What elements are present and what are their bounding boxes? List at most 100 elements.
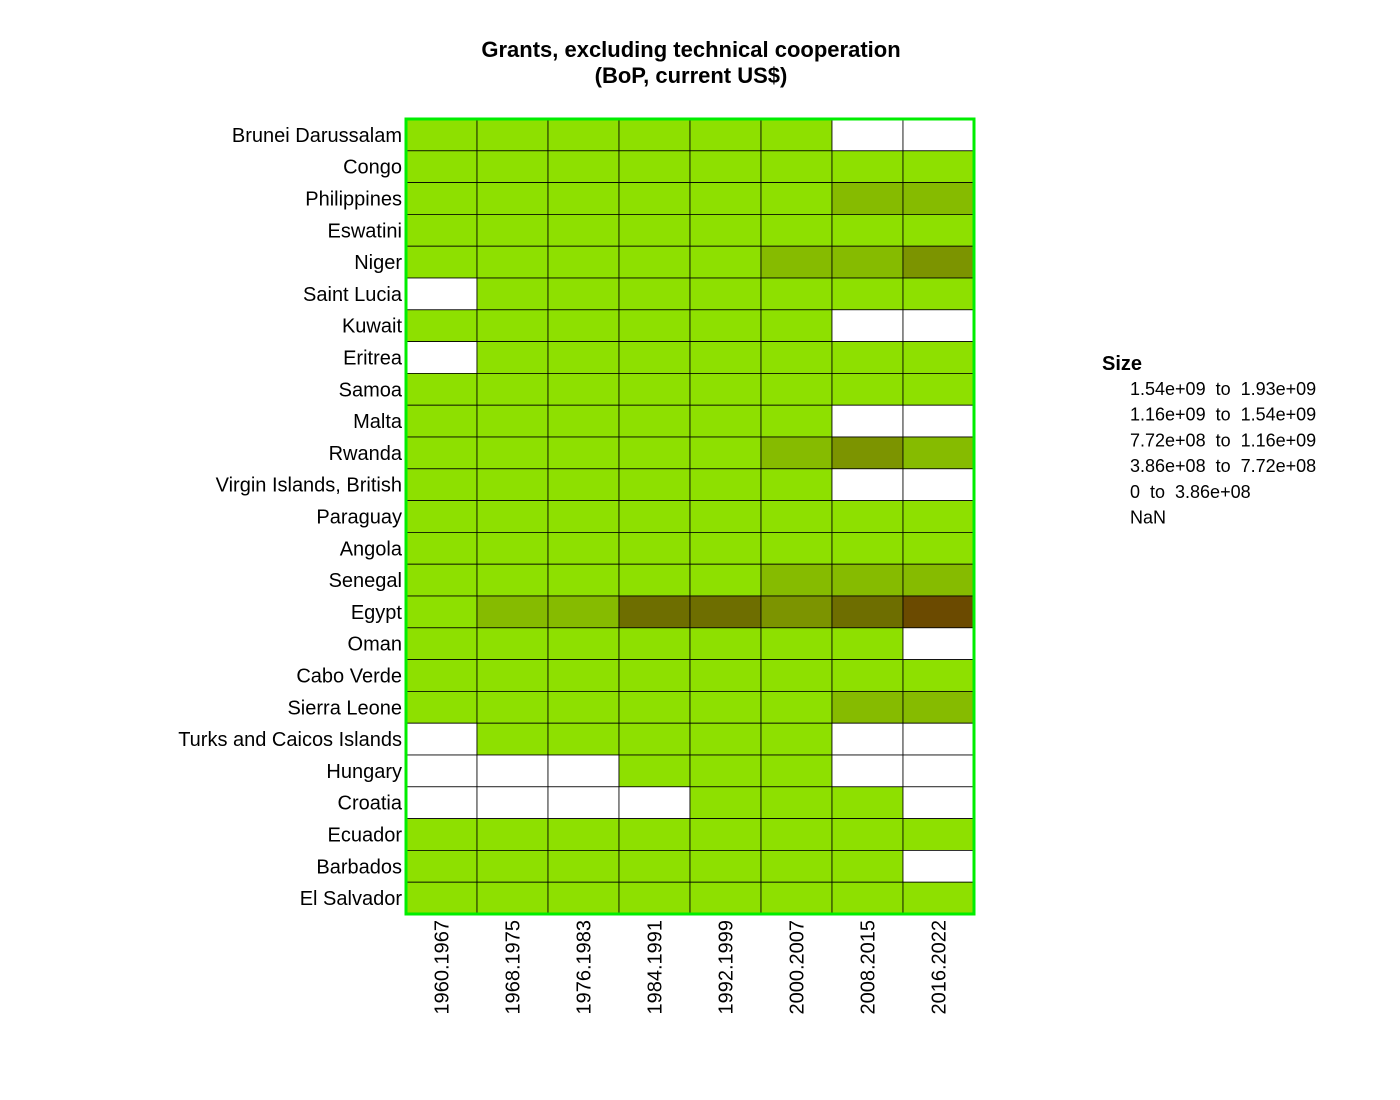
heatmap-cell — [618, 691, 691, 724]
heatmap-cell — [831, 468, 904, 501]
heatmap-cell — [476, 881, 549, 915]
heatmap-cell — [760, 277, 833, 311]
heatmap-cell — [760, 722, 833, 756]
heatmap-cell — [405, 309, 478, 342]
heatmap-cell — [476, 850, 549, 883]
heatmap-cell — [547, 786, 620, 819]
heatmap-cell — [476, 245, 549, 279]
heatmap-cell — [476, 404, 549, 438]
heatmap-cell — [831, 277, 904, 311]
column-label: 2008.2015 — [858, 920, 880, 1015]
row-label: Eritrea — [343, 348, 403, 370]
heatmap-cell — [902, 372, 975, 406]
heatmap-cell — [831, 881, 904, 915]
heatmap-cell — [405, 341, 478, 374]
heatmap-cell — [760, 818, 833, 851]
heatmap-cell — [547, 595, 620, 629]
heatmap-cell — [547, 627, 620, 660]
heatmap-cell — [831, 245, 904, 279]
row-label: Paraguay — [316, 507, 402, 529]
row-label: Angola — [340, 538, 403, 560]
heatmap-cell — [405, 563, 478, 597]
heatmap-cell — [831, 818, 904, 851]
heatmap-cell — [547, 245, 620, 279]
heatmap-cell — [902, 341, 975, 374]
heatmap-cell — [689, 150, 762, 184]
heatmap-cell — [902, 277, 975, 311]
row-label: Congo — [343, 157, 402, 179]
heatmap-cell — [618, 786, 691, 819]
row-label: Barbados — [316, 856, 402, 878]
row-label: Ecuador — [328, 825, 403, 847]
heatmap-cell — [760, 150, 833, 184]
heatmap-cell — [476, 659, 549, 692]
heatmap-cell — [902, 150, 975, 184]
legend-item: 7.72e+08 to 1.16e+09 — [1130, 430, 1316, 450]
heatmap-cell — [476, 595, 549, 629]
column-label: 1960.1967 — [432, 920, 454, 1015]
heatmap-cell — [902, 754, 975, 788]
row-label: Croatia — [338, 793, 403, 815]
heatmap-cell — [476, 150, 549, 184]
heatmap-cell — [902, 500, 975, 533]
heatmap-cell — [689, 786, 762, 819]
heatmap-cell — [902, 881, 975, 915]
heatmap-cell — [618, 245, 691, 279]
heatmap-cell — [760, 341, 833, 374]
heatmap-cell — [618, 468, 691, 501]
heatmap-cell — [405, 182, 478, 215]
heatmap-cell — [902, 595, 975, 629]
legend-item: 1.54e+09 to 1.93e+09 — [1130, 379, 1316, 399]
heatmap-cell — [547, 182, 620, 215]
heatmap-cell — [476, 786, 549, 819]
heatmap-cell — [689, 627, 762, 660]
heatmap-cell — [405, 372, 478, 406]
row-label: Samoa — [339, 379, 403, 401]
heatmap-cell — [831, 500, 904, 533]
heatmap-cell — [476, 341, 549, 374]
heatmap-cell — [618, 213, 691, 247]
heatmap-cell — [831, 404, 904, 438]
heatmap-cell — [476, 691, 549, 724]
heatmap-cell — [547, 722, 620, 756]
heatmap-cell — [618, 754, 691, 788]
heatmap-cell — [831, 595, 904, 629]
row-label: Oman — [348, 634, 402, 656]
heatmap-cell — [405, 245, 478, 279]
heatmap-cell — [689, 595, 762, 629]
heatmap-cell — [689, 213, 762, 247]
column-label: 2016.2022 — [929, 920, 951, 1015]
heatmap-cell — [405, 213, 478, 247]
heatmap-cell — [902, 786, 975, 819]
heatmap-cell — [689, 372, 762, 406]
heatmap-cell — [547, 500, 620, 533]
row-label: El Salvador — [300, 888, 403, 910]
heatmap-cell — [831, 213, 904, 247]
heatmap-cell — [902, 818, 975, 851]
heatmap-cell — [689, 182, 762, 215]
heatmap-cell — [547, 691, 620, 724]
heatmap-cell — [547, 532, 620, 565]
heatmap-cell — [689, 309, 762, 342]
heatmap-cell — [902, 182, 975, 215]
heatmap-cell — [547, 881, 620, 915]
heatmap-cell — [476, 500, 549, 533]
heatmap-cell — [405, 404, 478, 438]
heatmap-cell — [618, 722, 691, 756]
heatmap-cell — [476, 118, 549, 152]
heatmap-cell — [902, 722, 975, 756]
heatmap-cell — [689, 659, 762, 692]
heatmap-cell — [405, 881, 478, 915]
heatmap-cell — [689, 468, 762, 501]
heatmap-cell — [547, 436, 620, 470]
heatmap-cell — [476, 372, 549, 406]
heatmap-cell — [405, 722, 478, 756]
heatmap-cell — [689, 881, 762, 915]
heatmap-cell — [618, 850, 691, 883]
column-label: 1984.1991 — [645, 920, 667, 1015]
heatmap-cell — [476, 627, 549, 660]
heatmap-cell — [831, 118, 904, 152]
heatmap-cell — [760, 436, 833, 470]
row-label: Malta — [353, 411, 403, 433]
